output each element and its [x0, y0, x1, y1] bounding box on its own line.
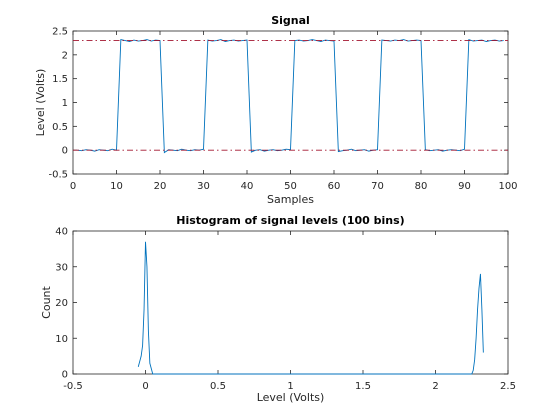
signal-ylabel: Level (Volts) [34, 69, 47, 137]
histogram-xtick-label: 0.5 [210, 381, 226, 392]
histogram-ylabel: Count [40, 285, 53, 318]
histogram-xtick-label: 1.5 [355, 381, 371, 392]
histogram-title: Histogram of signal levels (100 bins) [176, 214, 404, 227]
histogram-axes: Histogram of signal levels (100 bins) Le… [40, 214, 516, 404]
signal-xlabel: Samples [267, 193, 314, 206]
histogram-xtick-label: 2 [432, 381, 438, 392]
histogram-ytick-label: 0 [62, 370, 68, 381]
signal-title: Signal [271, 14, 310, 27]
histogram-xtick-label: 1 [287, 381, 293, 392]
histogram-ytick-label: 40 [55, 227, 68, 238]
signal-xtick-label: 30 [197, 181, 210, 192]
signal-axes: Signal Samples Level (Volts) 0 10 20 30 40 50… [34, 14, 518, 206]
signal-xtick-label: 100 [498, 181, 517, 192]
histogram-ytick-label: 30 [55, 262, 68, 273]
signal-xtick-label: 40 [241, 181, 254, 192]
signal-xtick-label: 90 [458, 181, 471, 192]
signal-xtick-label: 20 [154, 181, 167, 192]
signal-series-line-0 [77, 38, 504, 154]
histogram-xtick-label: -0.5 [63, 381, 83, 392]
histogram-xtick-label: 0 [142, 381, 148, 392]
histogram-xlabel: Level (Volts) [257, 391, 325, 404]
signal-ytick-label: -0.5 [48, 170, 68, 181]
histogram-series-line-0 [137, 241, 484, 375]
histogram-ytick-label: 20 [55, 298, 68, 309]
histogram-ytick-label: 10 [55, 334, 68, 345]
signal-ytick-label: 1.5 [52, 74, 68, 85]
signal-xtick-label: 60 [328, 181, 341, 192]
signal-ytick-label: 1 [62, 98, 68, 109]
signal-xtick-label: 50 [284, 181, 297, 192]
signal-xtick-label: 10 [110, 181, 123, 192]
signal-ytick-label: 0.5 [52, 122, 68, 133]
signal-xtick-label: 80 [415, 181, 428, 192]
signal-plot-area [72, 30, 509, 175]
histogram-plot-area [72, 230, 509, 375]
signal-ytick-label: 0 [62, 146, 68, 157]
signal-ytick-label: 2.5 [52, 27, 68, 38]
signal-ytick-label: 2 [62, 50, 68, 61]
histogram-xtick-label: 2.5 [500, 381, 516, 392]
signal-xtick-label: 70 [371, 181, 384, 192]
signal-xtick-label: 0 [70, 181, 76, 192]
